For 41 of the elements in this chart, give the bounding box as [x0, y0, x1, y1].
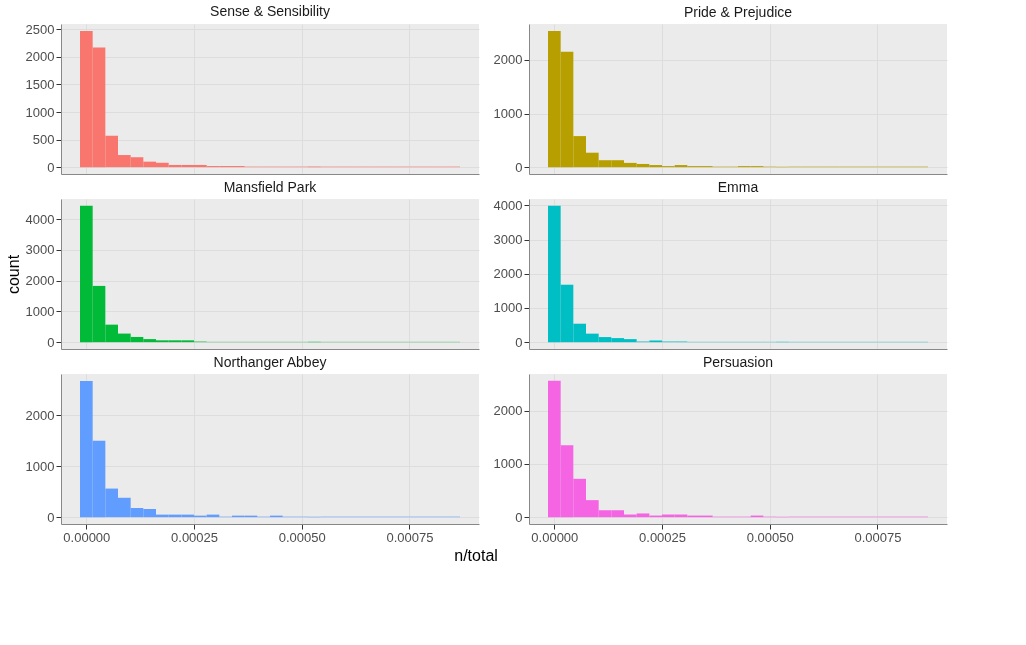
chart-title: Sense & Sensibility [210, 3, 330, 20]
y-tick-label: 4000 [25, 211, 55, 227]
chart-title: Persuasion [702, 354, 774, 370]
y-tick-label: 2000 [493, 266, 523, 282]
x-tick-label: 0.00000 [531, 529, 579, 545]
y-tick-label: 3000 [493, 232, 523, 248]
y-tick-label: 1000 [25, 303, 55, 319]
y-tick-label: 1500 [25, 76, 55, 92]
y-tick-label: 2000 [25, 407, 55, 423]
y-tick-label: 2000 [25, 49, 55, 65]
chart-title: Northanger Abbey [213, 354, 327, 370]
y-tick-label: 500 [32, 132, 55, 148]
y-tick-label: 0 [47, 159, 55, 175]
x-axis-title: n/total [454, 547, 498, 564]
y-tick-label: 1000 [493, 456, 523, 472]
x-tick-label: 0.00000 [63, 529, 111, 545]
y-tick-label: 0 [515, 159, 523, 175]
y-tick-label: 1000 [493, 106, 523, 122]
y-tick-label: 0 [47, 509, 55, 525]
y-tick-label: 4000 [493, 197, 523, 213]
y-tick-label: 2500 [25, 21, 55, 37]
x-tick-label: 0.00075 [854, 529, 902, 545]
x-tick-label: 0.00050 [746, 529, 794, 545]
x-tick-label: 0.00025 [639, 529, 687, 545]
y-tick-label: 0 [47, 334, 55, 350]
y-tick-label: 2000 [493, 403, 523, 419]
chart-title: Emma [717, 179, 759, 195]
y-tick-label: 0 [515, 334, 523, 350]
y-tick-label: 2000 [493, 52, 523, 68]
y-tick-label: 2000 [25, 273, 55, 289]
y-tick-label: 0 [515, 509, 523, 525]
chart-title: Pride & Prejudice [683, 4, 793, 20]
chart-title: Mansfield Park [223, 179, 318, 195]
y-axis-title: count [4, 254, 22, 295]
y-tick-label: 1000 [25, 458, 55, 474]
y-tick-label: 3000 [25, 242, 55, 258]
x-tick-label: 0.00075 [386, 529, 434, 545]
x-tick-label: 0.00050 [278, 529, 326, 545]
x-tick-label: 0.00025 [171, 529, 219, 545]
y-tick-label: 1000 [493, 300, 523, 316]
y-tick-label: 1000 [25, 104, 55, 120]
